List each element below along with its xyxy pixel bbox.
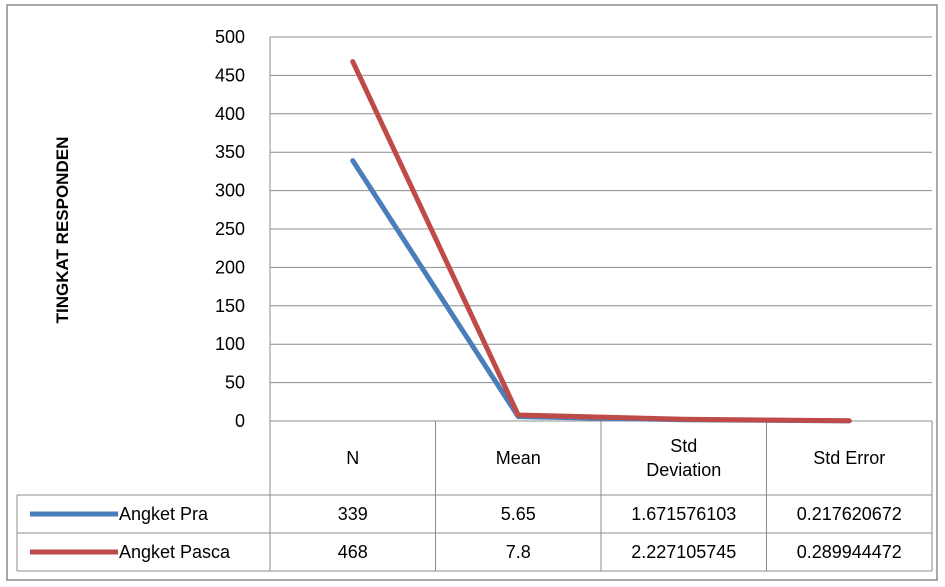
data-cell: 0.217620672 bbox=[797, 504, 902, 524]
data-cell: 2.227105745 bbox=[631, 542, 736, 562]
y-tick-label: 400 bbox=[215, 104, 245, 124]
legend-label-1: Angket Pasca bbox=[119, 542, 231, 562]
data-cell: 0.289944472 bbox=[797, 542, 902, 562]
y-tick-label: 0 bbox=[235, 411, 245, 431]
y-tick-label: 350 bbox=[215, 142, 245, 162]
series-line-1 bbox=[350, 59, 852, 424]
y-tick-label: 450 bbox=[215, 65, 245, 85]
y-tick-label: 200 bbox=[215, 257, 245, 277]
y-tick-label: 250 bbox=[215, 219, 245, 239]
y-tick-label: 300 bbox=[215, 181, 245, 201]
y-axis-label: TINGKAT RESPONDEN bbox=[53, 137, 72, 324]
category-label: Std Error bbox=[813, 448, 885, 468]
data-cell: 468 bbox=[338, 542, 368, 562]
y-tick-label: 100 bbox=[215, 334, 245, 354]
series-lines bbox=[350, 59, 852, 424]
chart-border bbox=[6, 4, 938, 581]
category-label: Mean bbox=[496, 448, 541, 468]
y-tick-label: 150 bbox=[215, 296, 245, 316]
y-tick-label: 500 bbox=[215, 27, 245, 47]
y-tick-label: 50 bbox=[225, 373, 245, 393]
data-cell: 339 bbox=[338, 504, 368, 524]
category-label: Std bbox=[670, 436, 697, 456]
category-label: N bbox=[346, 448, 359, 468]
gridlines bbox=[269, 36, 932, 571]
category-label: Deviation bbox=[646, 460, 721, 480]
data-cell: 5.65 bbox=[501, 504, 536, 524]
data-cell: 1.671576103 bbox=[631, 504, 736, 524]
legend-label-0: Angket Pra bbox=[119, 504, 209, 524]
y-axis-ticks: 0 50 100 150 200 250 300 350 400 450 500 bbox=[215, 27, 245, 431]
data-cell: 7.8 bbox=[506, 542, 531, 562]
